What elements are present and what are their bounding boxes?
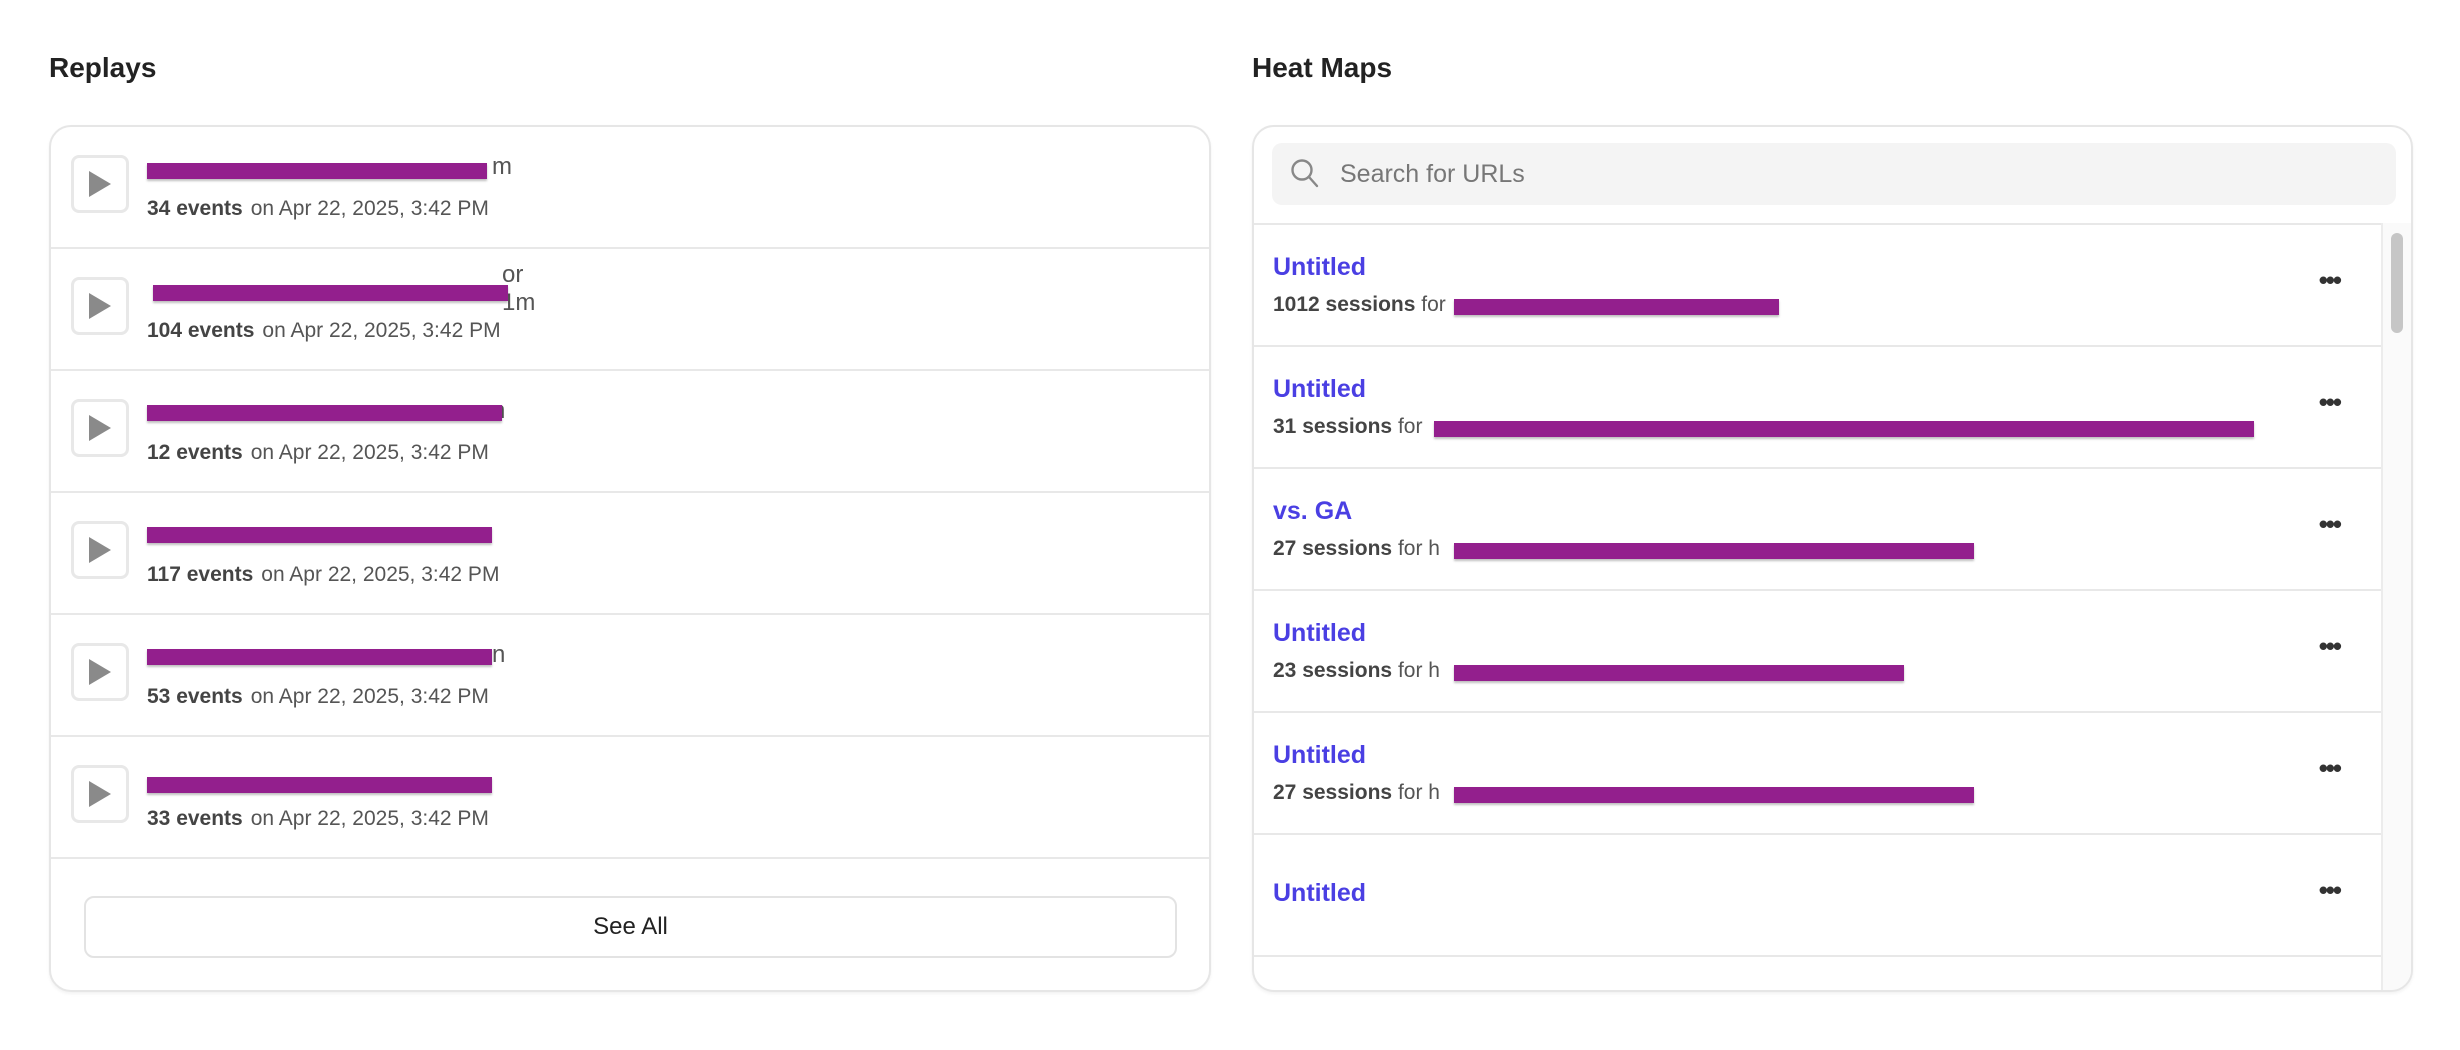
- heatmap-meta: 1012 sessions for: [1273, 293, 1446, 317]
- heatmap-meta: 27 sessions for h: [1273, 537, 1440, 561]
- scrollbar-thumb[interactable]: [2391, 233, 2403, 333]
- session-count: 27 sessions: [1273, 537, 1393, 560]
- heatmap-for: for h: [1397, 659, 1440, 682]
- redaction-bar: [1454, 299, 1779, 315]
- heatmap-title[interactable]: Untitled: [1273, 619, 1367, 647]
- more-options-button[interactable]: •••: [2318, 631, 2342, 661]
- event-count: 33 events: [147, 807, 243, 830]
- play-button[interactable]: [71, 277, 129, 335]
- replay-title-visible: or 1m: [502, 261, 536, 316]
- replay-date: on Apr 22, 2025, 3:42 PM: [250, 685, 489, 708]
- replay-meta: 33 events on Apr 22, 2025, 3:42 PM: [147, 807, 489, 831]
- event-count: 34 events: [147, 197, 243, 220]
- heatmaps-card: Untitled 1012 sessions for ••• Untitled 31 …: [1252, 125, 2413, 992]
- session-count: 23 sessions: [1273, 659, 1393, 682]
- redaction-bar: [1454, 787, 1974, 803]
- event-count: 53 events: [147, 685, 243, 708]
- redaction-bar: [147, 163, 487, 179]
- replay-row[interactable]: 33 events on Apr 22, 2025, 3:42 PM: [51, 737, 1209, 859]
- replay-date: on Apr 22, 2025, 3:42 PM: [250, 441, 489, 464]
- replay-row[interactable]: n 53 events on Apr 22, 2025, 3:42 PM: [51, 615, 1209, 737]
- play-icon: [89, 415, 111, 441]
- replay-row[interactable]: or 1m 104 events on Apr 22, 2025, 3:42 PM: [51, 249, 1209, 371]
- replay-title[interactable]: n: [147, 639, 547, 671]
- scrollbar[interactable]: [2381, 223, 2411, 990]
- see-all-button[interactable]: See All: [84, 896, 1177, 958]
- play-icon: [89, 293, 111, 319]
- more-options-button[interactable]: •••: [2318, 387, 2342, 417]
- play-button[interactable]: [71, 521, 129, 579]
- replay-date: on Apr 22, 2025, 3:42 PM: [250, 807, 489, 830]
- replay-meta: 12 events on Apr 22, 2025, 3:42 PM: [147, 441, 489, 465]
- heatmap-row-partial[interactable]: [1254, 957, 2384, 990]
- replay-date: on Apr 22, 2025, 3:42 PM: [262, 319, 501, 342]
- heatmap-row[interactable]: Untitled •••: [1254, 835, 2384, 957]
- redaction-bar: [1454, 543, 1974, 559]
- more-options-button[interactable]: •••: [2318, 265, 2342, 295]
- heatmap-row[interactable]: vs. GA 27 sessions for h •••: [1254, 469, 2384, 591]
- heatmap-title[interactable]: Untitled: [1273, 741, 1367, 769]
- replay-title-visible: n: [492, 641, 506, 668]
- more-options-button[interactable]: •••: [2318, 875, 2342, 905]
- heatmap-meta: 31 sessions for: [1273, 415, 1422, 439]
- heatmap-row[interactable]: Untitled 27 sessions for h •••: [1254, 713, 2384, 835]
- replays-title: Replays: [49, 52, 157, 83]
- play-icon: [89, 781, 111, 807]
- heatmap-meta: 27 sessions for h: [1273, 781, 1440, 805]
- redaction-bar: [147, 405, 502, 421]
- redaction-bar: [147, 649, 492, 665]
- redaction-bar: [147, 527, 492, 543]
- play-icon: [89, 659, 111, 685]
- replay-meta: 104 events on Apr 22, 2025, 3:42 PM: [147, 319, 501, 343]
- event-count: 117 events: [147, 563, 254, 586]
- redaction-bar: [1454, 665, 1904, 681]
- redaction-bar: [153, 285, 508, 301]
- play-button[interactable]: [71, 643, 129, 701]
- play-button[interactable]: [71, 155, 129, 213]
- heatmap-for: for: [1421, 293, 1446, 316]
- heatmap-row[interactable]: Untitled 31 sessions for •••: [1254, 347, 2384, 469]
- heatmap-title[interactable]: Untitled: [1273, 879, 1367, 907]
- event-count: 12 events: [147, 441, 243, 464]
- replay-meta: 53 events on Apr 22, 2025, 3:42 PM: [147, 685, 489, 709]
- session-count: 27 sessions: [1273, 781, 1393, 804]
- replay-date: on Apr 22, 2025, 3:42 PM: [250, 197, 489, 220]
- replay-date: on Apr 22, 2025, 3:42 PM: [261, 563, 500, 586]
- redaction-bar: [147, 777, 492, 793]
- heatmap-for: for h: [1397, 537, 1440, 560]
- replay-title-visible: m: [492, 153, 512, 180]
- heatmap-row[interactable]: Untitled 23 sessions for h •••: [1254, 591, 2384, 713]
- url-search-input[interactable]: [1340, 159, 2240, 189]
- more-options-button[interactable]: •••: [2318, 509, 2342, 539]
- play-button[interactable]: [71, 399, 129, 457]
- play-icon: [89, 537, 111, 563]
- heatmaps-title: Heat Maps: [1252, 52, 1393, 83]
- heatmap-meta: 23 sessions for h: [1273, 659, 1440, 683]
- session-count: 31 sessions: [1273, 415, 1393, 438]
- replay-meta: 117 events on Apr 22, 2025, 3:42 PM: [147, 563, 499, 587]
- replay-title[interactable]: or 1m: [147, 261, 547, 316]
- url-search[interactable]: [1272, 143, 2396, 205]
- search-icon: [1291, 159, 1319, 188]
- session-count: 1012 sessions: [1273, 293, 1416, 316]
- redaction-bar: [1434, 421, 2254, 437]
- replay-meta: 34 events on Apr 22, 2025, 3:42 PM: [147, 197, 489, 221]
- replay-title[interactable]: m: [147, 151, 547, 183]
- event-count: 104 events: [147, 319, 255, 342]
- more-options-button[interactable]: •••: [2318, 753, 2342, 783]
- heatmap-title[interactable]: vs. GA: [1273, 497, 1353, 525]
- replay-row[interactable]: m 34 events on Apr 22, 2025, 3:42 PM: [51, 127, 1209, 249]
- heatmap-list: Untitled 1012 sessions for ••• Untitled 31 …: [1254, 223, 2384, 990]
- heatmap-for: for h: [1397, 781, 1440, 804]
- play-icon: [89, 171, 111, 197]
- heatmap-row[interactable]: Untitled 1012 sessions for •••: [1254, 225, 2384, 347]
- heatmap-for: for: [1397, 415, 1423, 438]
- replay-row[interactable]: 117 events on Apr 22, 2025, 3:42 PM: [51, 493, 1209, 615]
- heatmap-title[interactable]: Untitled: [1273, 375, 1367, 403]
- replays-card: m 34 events on Apr 22, 2025, 3:42 PM or 1…: [49, 125, 1211, 992]
- heatmap-title[interactable]: Untitled: [1273, 253, 1367, 281]
- play-button[interactable]: [71, 765, 129, 823]
